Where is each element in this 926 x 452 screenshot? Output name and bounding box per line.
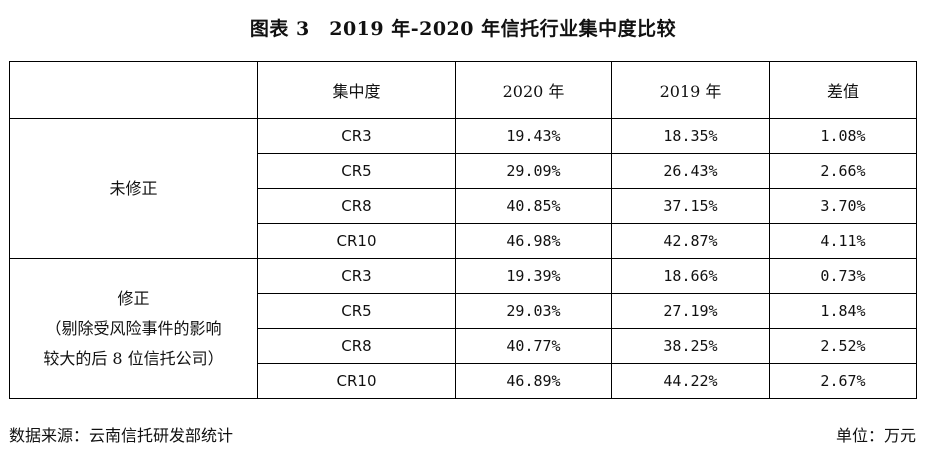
concentration-ratio-cell: CR3 [257,118,456,154]
table-row: 修正 （剔除受风险事件的影响 较大的后 8 位信托公司） CR3 19.39% 18.66… [9,258,917,399]
concentration-ratio-cell: CR3 [257,258,456,294]
header-cell-difference: 差值 [769,61,917,119]
concentration-ratio-cell: CR8 [257,328,456,364]
value-2020-cell: 19.43% [455,118,612,154]
concentration-ratio-cell: CR10 [257,223,456,259]
value-2019-cell: 44.22% [611,363,770,399]
table-row: CR5 29.03% 27.19% 1.84% [10,293,917,329]
value-2019-cell: 38.25% [611,328,770,364]
table-row: CR8 40.85% 37.15% 3.70% [10,188,917,224]
value-2019-cell: 37.15% [611,188,770,224]
value-2019-cell: 26.43% [611,153,770,189]
value-2020-cell: 46.89% [455,363,612,399]
concentration-ratio-cell: CR8 [257,188,456,224]
difference-cell: 1.08% [769,118,917,154]
value-2019-cell: 27.19% [611,293,770,329]
header-cell-2020: 2020 年 [455,61,612,119]
group-label-cell: 未修正 [9,118,258,259]
value-2020-cell: 29.03% [455,293,612,329]
difference-cell: 2.52% [769,328,917,364]
table-row: CR8 40.77% 38.25% 2.52% [10,328,917,364]
concentration-ratio-cell: CR5 [257,293,456,329]
concentration-table: 集中度 2020 年 2019 年 差值 未修正 CR3 19.43% 18.35% 1… [9,61,917,399]
table-body: 未修正 CR3 19.43% 18.35% 1.08% CR5 29.09% 26.43% 2.… [9,118,917,399]
value-2019-cell: 18.66% [611,258,770,294]
value-2019-cell: 18.35% [611,118,770,154]
value-2020-cell: 19.39% [455,258,612,294]
difference-cell: 2.67% [769,363,917,399]
difference-cell: 4.11% [769,223,917,259]
table-row: 未修正 CR3 19.43% 18.35% 1.08% [9,118,917,259]
difference-cell: 3.70% [769,188,917,224]
value-2020-cell: 40.77% [455,328,612,364]
header-cell-2019: 2019 年 [611,61,770,119]
value-2020-cell: 46.98% [455,223,612,259]
group-label-line: 修正 [117,288,150,308]
value-2020-cell: 29.09% [455,153,612,189]
group-label-cell: 修正 （剔除受风险事件的影响 较大的后 8 位信托公司） [9,258,258,399]
unit-note: 单位：万元 [835,426,916,445]
header-cell-concentration: 集中度 [257,61,456,119]
difference-cell: 1.84% [769,293,917,329]
value-2020-cell: 40.85% [455,188,612,224]
difference-cell: 2.66% [769,153,917,189]
group-label-line: 较大的后 8 位信托公司） [43,348,224,368]
group-label-line: 未修正 [109,178,158,198]
header-cell-group [9,61,258,119]
difference-cell: 0.73% [769,258,917,294]
table-title: 图表 3 2019 年-2020 年信托行业集中度比较 [249,18,677,40]
concentration-ratio-cell: CR5 [257,153,456,189]
value-2019-cell: 42.87% [611,223,770,259]
table-row: CR10 46.98% 42.87% 4.11% [10,223,917,259]
table-row: CR5 29.09% 26.43% 2.66% [10,153,917,189]
data-source-note: 数据来源：云南信托研发部统计 [9,426,234,445]
group-label-line: （剔除受风险事件的影响 [45,318,222,338]
header-row: 集中度 2020 年 2019 年 差值 [9,61,917,119]
concentration-ratio-cell: CR10 [257,363,456,399]
table-row: CR10 46.89% 44.22% 2.67% [10,363,917,399]
